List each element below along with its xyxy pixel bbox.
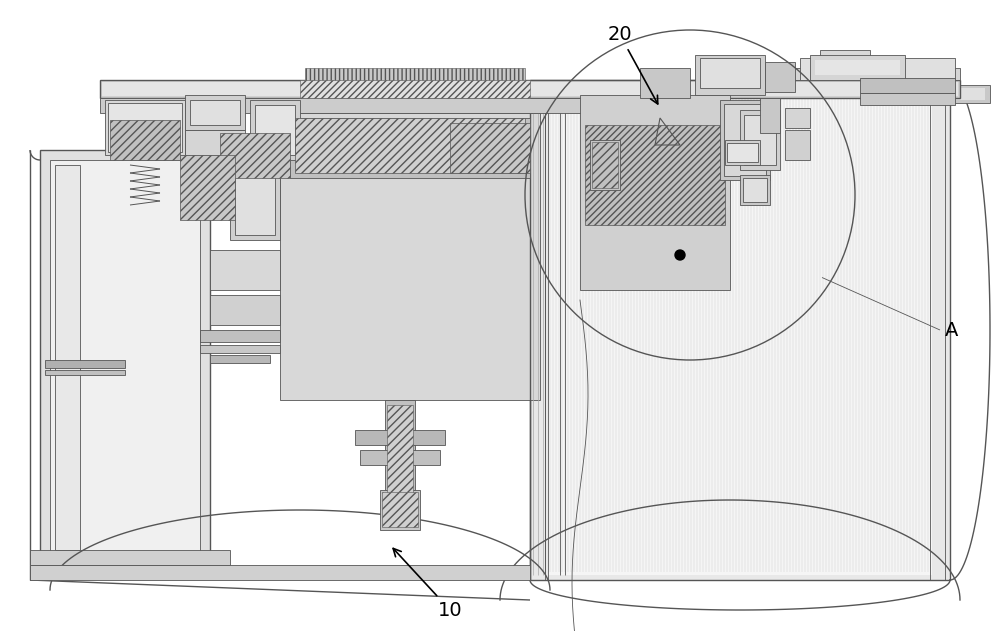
Bar bbox=[760, 68, 960, 80]
Bar bbox=[102, 82, 958, 96]
Bar bbox=[760, 98, 780, 133]
Bar bbox=[235, 165, 275, 235]
Bar bbox=[185, 130, 245, 155]
Bar bbox=[590, 140, 620, 190]
Bar bbox=[40, 150, 210, 565]
Bar bbox=[100, 98, 720, 113]
Bar bbox=[860, 93, 955, 105]
Bar bbox=[785, 108, 810, 128]
Bar bbox=[255, 105, 295, 155]
Bar bbox=[700, 58, 760, 88]
Bar bbox=[50, 160, 200, 555]
Bar bbox=[305, 68, 525, 82]
Bar bbox=[190, 100, 240, 125]
Bar bbox=[100, 80, 960, 98]
Bar bbox=[295, 118, 525, 173]
Bar bbox=[640, 68, 690, 98]
Bar bbox=[200, 345, 280, 353]
Bar bbox=[800, 58, 955, 80]
Bar bbox=[810, 55, 905, 80]
Bar bbox=[105, 100, 185, 155]
Bar bbox=[450, 123, 530, 173]
Bar bbox=[230, 160, 280, 240]
Bar bbox=[860, 78, 955, 93]
Bar bbox=[387, 405, 413, 525]
Bar bbox=[548, 85, 932, 575]
Bar bbox=[185, 95, 245, 130]
Bar bbox=[385, 400, 415, 490]
Bar bbox=[815, 60, 900, 75]
Bar bbox=[580, 95, 730, 290]
Bar bbox=[870, 88, 985, 100]
Bar bbox=[55, 165, 80, 550]
Bar bbox=[744, 115, 776, 165]
Text: 10: 10 bbox=[393, 548, 462, 620]
Bar bbox=[743, 178, 767, 202]
Bar bbox=[380, 490, 420, 530]
Bar bbox=[45, 370, 125, 375]
Bar bbox=[180, 155, 235, 220]
Circle shape bbox=[675, 250, 685, 260]
Bar bbox=[250, 100, 300, 160]
Bar bbox=[785, 130, 810, 160]
Bar bbox=[108, 103, 182, 152]
Bar bbox=[300, 80, 530, 98]
Bar bbox=[740, 110, 780, 170]
Bar bbox=[210, 250, 280, 290]
Bar bbox=[585, 125, 725, 225]
Bar bbox=[30, 550, 230, 565]
Bar bbox=[870, 85, 990, 103]
Bar bbox=[382, 492, 418, 527]
Bar bbox=[30, 565, 530, 580]
Bar bbox=[720, 100, 770, 180]
Bar bbox=[530, 80, 950, 580]
Bar bbox=[220, 133, 290, 178]
Bar bbox=[360, 450, 440, 465]
Bar bbox=[592, 142, 618, 188]
Bar bbox=[725, 140, 760, 165]
Bar bbox=[200, 330, 280, 342]
Bar bbox=[740, 175, 770, 205]
Bar bbox=[765, 62, 795, 92]
Text: 20: 20 bbox=[608, 25, 658, 104]
Bar bbox=[210, 355, 270, 363]
Bar bbox=[280, 113, 540, 400]
Bar bbox=[355, 430, 445, 445]
Bar bbox=[727, 143, 758, 162]
Bar bbox=[820, 50, 870, 80]
Bar bbox=[210, 295, 280, 325]
Bar bbox=[45, 360, 125, 368]
Text: A: A bbox=[945, 321, 958, 339]
Bar bbox=[724, 104, 766, 176]
Bar bbox=[695, 55, 765, 95]
Bar bbox=[110, 120, 180, 160]
Bar bbox=[290, 118, 530, 178]
